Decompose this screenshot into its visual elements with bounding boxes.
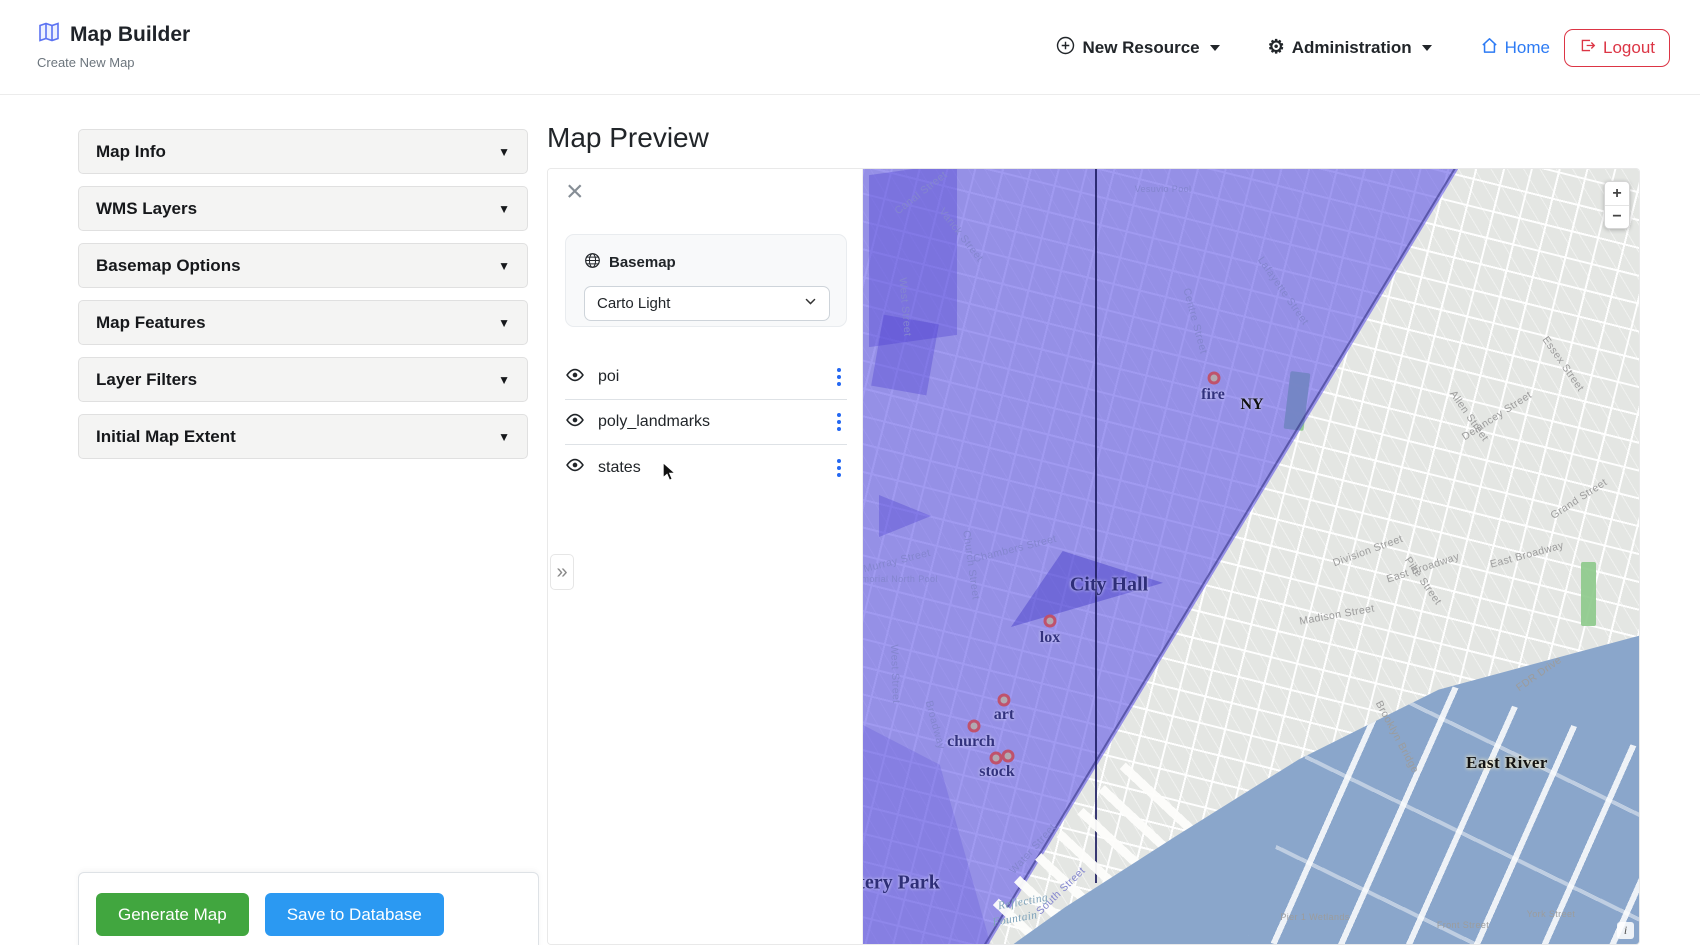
place-label: fire <box>1201 386 1225 403</box>
eye-icon[interactable] <box>565 455 585 480</box>
chevron-down-icon: ▼ <box>498 258 510 273</box>
layer-row-states[interactable]: states <box>565 445 847 490</box>
accordion-basemap-options[interactable]: Basemap Options ▼ <box>78 243 528 288</box>
poi-marker <box>1043 614 1057 628</box>
accordion-label: Layer Filters <box>96 369 198 389</box>
accordion-label: Initial Map Extent <box>96 426 236 446</box>
street-label: West Street <box>887 644 903 704</box>
accordion-label: Basemap Options <box>96 255 241 275</box>
chevron-down-icon: ▼ <box>498 372 510 387</box>
basemap-select[interactable]: Carto Light <box>584 286 830 321</box>
map-preview-card: × Basemap Carto Light <box>547 168 1640 945</box>
brand: Map Builder Create New Map <box>37 20 190 70</box>
close-icon[interactable]: × <box>566 175 584 208</box>
poi-marker <box>1207 371 1221 385</box>
kebab-menu-icon[interactable] <box>831 364 847 390</box>
place-label: East River <box>1466 753 1548 772</box>
place-label: NY <box>1240 396 1264 413</box>
app-header: Map Builder Create New Map New Resource … <box>0 0 1700 95</box>
basemap-card: Basemap Carto Light <box>565 234 847 327</box>
accordion-layer-filters[interactable]: Layer Filters ▼ <box>78 357 528 402</box>
layer-name: states <box>598 458 641 476</box>
layer-name: poly_landmarks <box>598 413 711 430</box>
street-label: Vesuvio Pool <box>1134 184 1192 194</box>
administration-dropdown[interactable]: ⚙ Administration <box>1268 38 1432 58</box>
street-label: Pier 1 Wetlands <box>1280 912 1350 922</box>
layer-list: poi poly_landmarks <box>565 355 847 490</box>
accordion-initial-map-extent[interactable]: Initial Map Extent ▼ <box>78 414 528 459</box>
basemap-label: Basemap <box>609 254 676 271</box>
chevron-down-icon <box>804 295 817 312</box>
administration-label: Administration <box>1291 37 1412 57</box>
chevron-down-icon <box>1421 44 1432 51</box>
plus-circle-icon <box>1056 36 1075 60</box>
actions-card: Generate Map Save to Database <box>78 872 539 945</box>
accordion-map-features[interactable]: Map Features ▼ <box>78 300 528 345</box>
kebab-menu-icon[interactable] <box>831 409 847 435</box>
eye-icon[interactable] <box>565 365 585 390</box>
accordion-label: WMS Layers <box>96 198 198 218</box>
street-label: York Street <box>1526 909 1576 919</box>
generate-map-button[interactable]: Generate Map <box>96 893 249 936</box>
chevron-down-icon: ▼ <box>498 201 510 216</box>
street-label: Front Street <box>1436 920 1490 930</box>
panel-collapse-handle[interactable]: » <box>550 554 574 590</box>
new-resource-dropdown[interactable]: New Resource <box>1056 36 1220 60</box>
place-label: tery Park <box>863 871 940 894</box>
accordion-map-info[interactable]: Map Info ▼ <box>78 129 528 174</box>
home-link[interactable]: Home <box>1480 36 1550 60</box>
poi-marker <box>989 751 1003 765</box>
eye-icon[interactable] <box>565 410 585 435</box>
poi-marker <box>997 693 1011 707</box>
chevron-down-icon <box>1209 44 1220 51</box>
map-logo-icon <box>37 20 61 49</box>
place-label: stock <box>979 763 1015 780</box>
attribution-toggle[interactable]: i <box>1617 922 1634 939</box>
home-label: Home <box>1504 37 1550 57</box>
place-label: church <box>947 733 995 750</box>
place-label: City Hall <box>1069 573 1149 596</box>
layer-control-panel: × Basemap Carto Light <box>548 169 863 944</box>
app-subtitle: Create New Map <box>37 55 135 70</box>
zoom-out-button[interactable]: − <box>1605 205 1629 228</box>
layer-row-poly-landmarks[interactable]: poly_landmarks <box>565 400 847 445</box>
accordion-label: Map Info <box>96 141 166 161</box>
logout-icon <box>1579 37 1596 59</box>
poi-marker <box>1001 749 1015 763</box>
home-icon <box>1480 36 1499 60</box>
page-title: Map Preview <box>547 122 709 153</box>
kebab-menu-icon[interactable] <box>831 455 847 481</box>
map-zoom-control: + − <box>1604 181 1630 229</box>
park-polygon <box>1581 562 1596 626</box>
logout-label: Logout <box>1603 37 1655 57</box>
accordion-wms-layers[interactable]: WMS Layers ▼ <box>78 186 528 231</box>
chevron-down-icon: ▼ <box>498 429 510 444</box>
state-boundary-line <box>1095 169 1097 883</box>
accordion-label: Map Features <box>96 312 206 332</box>
chevron-down-icon: ▼ <box>498 144 510 159</box>
app-title: Map Builder <box>70 22 191 46</box>
logout-button[interactable]: Logout <box>1564 28 1670 67</box>
poi-marker <box>967 719 981 733</box>
map-canvas[interactable]: Canal Street Varick Street Vesuvio Pool Wes… <box>863 169 1639 944</box>
zoom-in-button[interactable]: + <box>1605 182 1629 205</box>
gear-icon: ⚙ <box>1267 37 1285 58</box>
chevron-down-icon: ▼ <box>498 315 510 330</box>
layer-name: poi <box>598 368 620 385</box>
header-nav: New Resource ⚙ Administration Home <box>1056 0 1670 95</box>
layer-row-poi[interactable]: poi <box>565 355 847 400</box>
place-label: art <box>993 706 1015 723</box>
new-resource-label: New Resource <box>1082 37 1200 57</box>
save-to-database-button[interactable]: Save to Database <box>264 893 444 936</box>
basemap-selected-value: Carto Light <box>597 295 671 312</box>
street-label: Memorial North Pool <box>863 574 938 584</box>
globe-icon <box>584 252 601 273</box>
place-label: lox <box>1039 629 1061 646</box>
